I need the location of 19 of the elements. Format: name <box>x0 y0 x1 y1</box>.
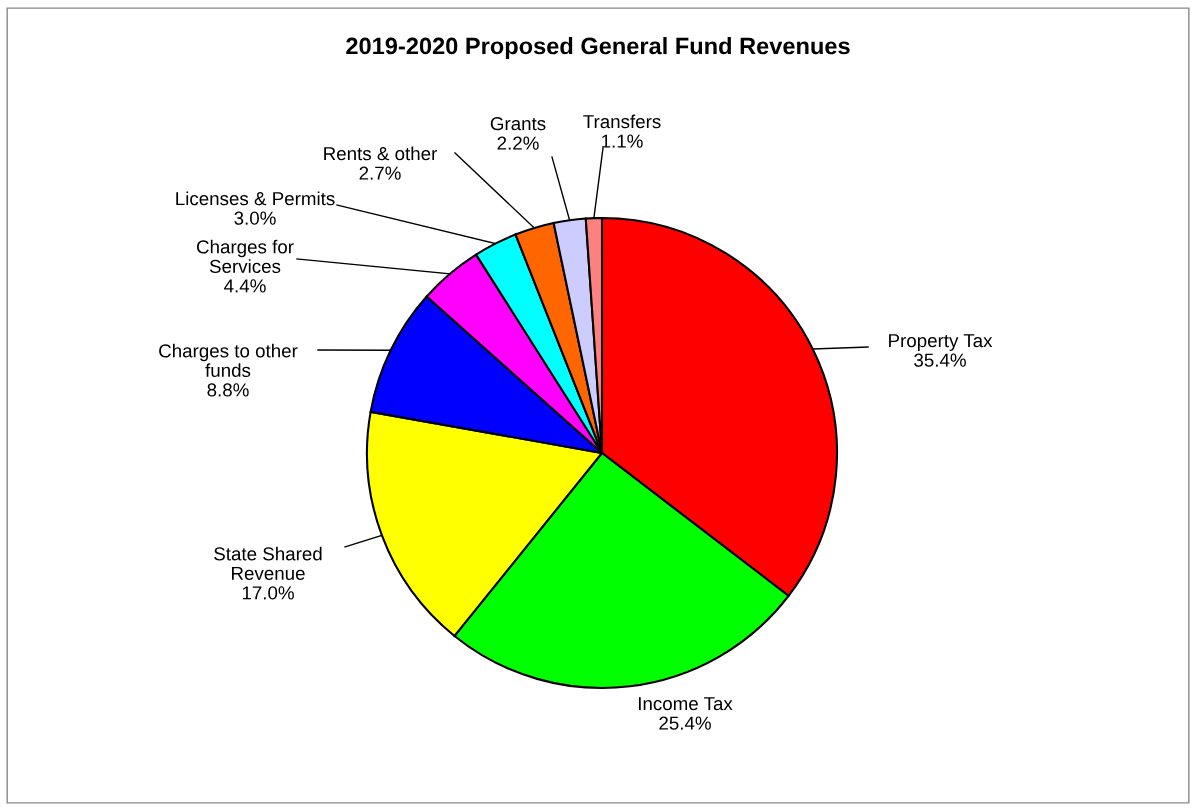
data-label: 8.8% <box>207 383 249 397</box>
slice-label: Property Tax <box>889 334 993 351</box>
slice-label: Licenses & Permits <box>176 191 335 206</box>
data-label: 3.0% <box>234 211 276 225</box>
slice-label: Charges for Services <box>196 239 294 274</box>
slice-label: Transfers <box>583 114 661 129</box>
data-label: 1.1% <box>602 134 643 148</box>
data-label: 2.2% <box>497 136 539 150</box>
slice-label: State Shared Revenue <box>214 546 322 581</box>
data-label: 4.4% <box>224 279 266 293</box>
chart-title: 2019-2020 Proposed General Fund Revenues <box>346 37 850 60</box>
data-label: 35.4% <box>914 353 966 367</box>
data-label: 2.7% <box>359 166 401 180</box>
slice-label: Charges to other funds <box>159 343 298 378</box>
slice-label: Income Tax <box>638 697 733 711</box>
slice-label: Grants <box>490 117 546 131</box>
data-label: 17.0% <box>242 586 294 600</box>
slice-label: Rents & other <box>324 146 438 161</box>
data-label: 25.4% <box>659 716 711 730</box>
